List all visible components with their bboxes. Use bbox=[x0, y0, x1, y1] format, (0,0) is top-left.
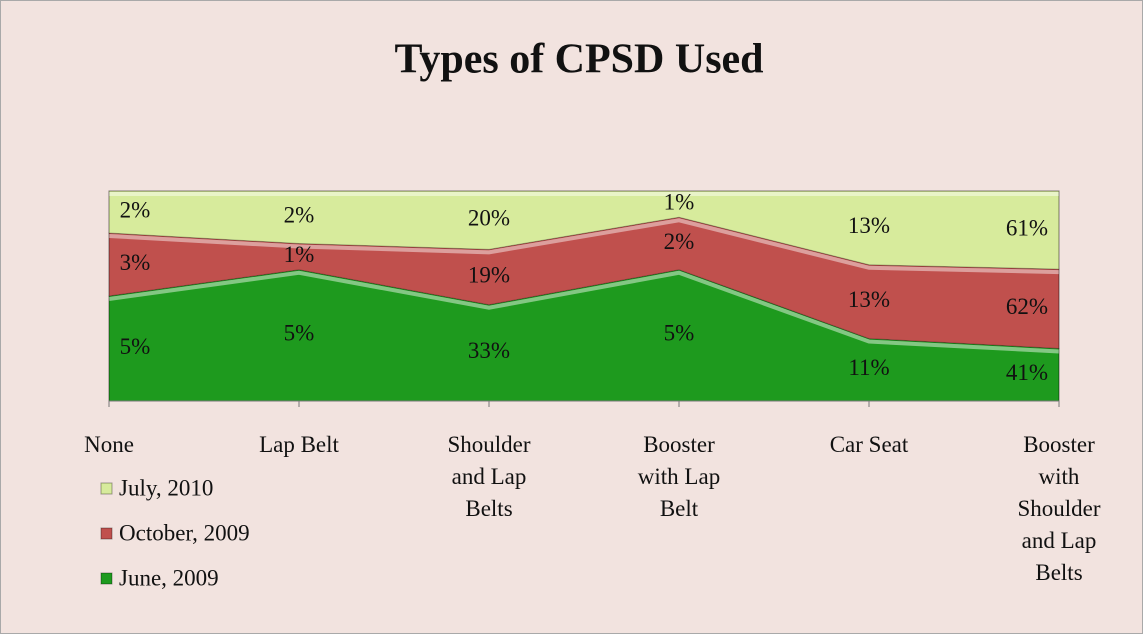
data-label: 5% bbox=[284, 321, 315, 346]
data-label: 19% bbox=[468, 262, 510, 287]
x-tick-label: Booster with Lap Belt bbox=[637, 432, 721, 521]
data-label: 1% bbox=[284, 242, 315, 267]
area-edge bbox=[108, 218, 1060, 275]
area-edge bbox=[108, 270, 1060, 354]
legend-label: October, 2009 bbox=[119, 520, 250, 545]
data-label: 41% bbox=[1006, 360, 1048, 385]
legend-swatch bbox=[100, 527, 113, 540]
data-label: 3% bbox=[120, 250, 151, 275]
x-tick-label: None bbox=[84, 432, 134, 457]
data-label: 1% bbox=[664, 189, 695, 214]
data-label: 5% bbox=[664, 321, 695, 346]
x-tick-label: Car Seat bbox=[829, 432, 909, 457]
legend-swatch bbox=[100, 572, 113, 585]
data-label: 2% bbox=[284, 203, 315, 228]
data-label: 62% bbox=[1006, 294, 1048, 319]
area bbox=[108, 190, 1060, 270]
data-label: 13% bbox=[848, 213, 890, 238]
data-label: 13% bbox=[848, 287, 890, 312]
legend-label: July, 2010 bbox=[119, 475, 213, 500]
legend-label: June, 2009 bbox=[119, 565, 219, 590]
x-tick-label: Lap Belt bbox=[259, 432, 339, 457]
data-label: 2% bbox=[120, 197, 151, 222]
data-label: 5% bbox=[120, 334, 151, 359]
data-label: 2% bbox=[664, 229, 695, 254]
chart-title: Types of CPSD Used bbox=[394, 37, 763, 83]
x-tick-label: Shoulder and Lap Belts bbox=[447, 432, 531, 521]
x-tick-label: Booster with Shoulder and Lap Belts bbox=[1017, 432, 1101, 585]
data-label: 11% bbox=[848, 355, 889, 380]
data-label: 20% bbox=[468, 205, 510, 230]
legend-swatch bbox=[100, 482, 113, 495]
data-label: 33% bbox=[468, 338, 510, 363]
data-label: 61% bbox=[1006, 215, 1048, 240]
